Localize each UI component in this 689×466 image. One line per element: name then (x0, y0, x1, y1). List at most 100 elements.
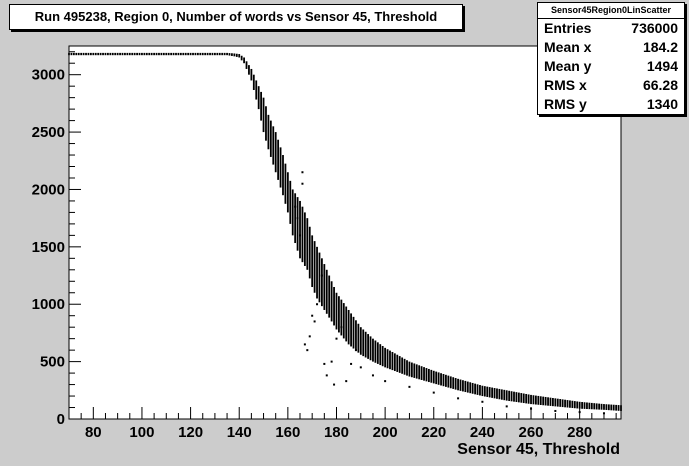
data-bar (603, 404, 605, 410)
data-bar (393, 353, 396, 372)
stats-value: 66.28 (642, 77, 678, 93)
data-bar (469, 382, 472, 394)
data-bar (182, 52, 185, 56)
data-bar (143, 52, 146, 56)
data-point (350, 362, 353, 365)
data-bar (189, 52, 192, 56)
data-bar (359, 327, 362, 355)
data-bar (598, 403, 601, 410)
data-bar (396, 354, 399, 372)
data-point (333, 383, 336, 386)
data-bar (128, 52, 131, 56)
data-bar (389, 350, 391, 370)
data-bar (228, 53, 231, 56)
data-bar (398, 356, 401, 373)
data-bar (318, 252, 321, 303)
data-point (384, 380, 387, 383)
data-bar (187, 52, 190, 56)
data-bar (262, 97, 265, 133)
data-bar (85, 52, 87, 56)
data-bar (299, 200, 301, 259)
data-point (323, 362, 326, 365)
data-bar (320, 258, 323, 307)
data-bar (240, 55, 243, 61)
y-tick-label: 500 (40, 354, 65, 371)
data-point (325, 374, 328, 377)
x-tick-label: 160 (275, 424, 300, 441)
stats-row-rms-x: RMS x 66.28 (538, 76, 684, 95)
data-bar (569, 400, 571, 408)
data-point (554, 409, 557, 412)
data-bar (296, 197, 299, 251)
data-bar (447, 375, 450, 388)
data-bar (214, 52, 216, 56)
data-bar (612, 404, 615, 411)
data-bar (452, 377, 455, 389)
data-point (330, 360, 333, 363)
y-tick-label: 1500 (32, 239, 65, 256)
data-bar (423, 367, 425, 381)
data-bar (260, 91, 263, 121)
data-bar (333, 287, 335, 326)
data-bar (462, 380, 464, 392)
data-bar (330, 281, 333, 322)
stats-row-entries: Entries 736000 (538, 19, 684, 38)
data-bar (345, 306, 348, 342)
data-bar (267, 114, 270, 150)
data-bar (114, 52, 117, 56)
data-bar (559, 399, 562, 407)
data-bar (141, 52, 143, 56)
data-point (340, 326, 343, 329)
data-bar (92, 52, 95, 56)
data-bar (549, 397, 552, 406)
data-bar (328, 275, 331, 318)
stats-row-mean-x: Mean x 184.2 (538, 38, 684, 57)
stats-value: 184.2 (642, 39, 678, 55)
stats-value: 736000 (631, 20, 678, 36)
data-bar (454, 378, 457, 390)
data-bar (175, 52, 177, 56)
data-bar (252, 74, 255, 90)
data-point (335, 337, 338, 340)
data-point (301, 182, 304, 185)
data-point (481, 400, 484, 403)
data-point (354, 349, 357, 352)
chart-title: Run 495238, Region 0, Number of words vs… (9, 4, 463, 30)
data-bar (133, 52, 136, 56)
data-bar (238, 54, 241, 58)
data-bar (311, 235, 314, 288)
x-axis-label: Sensor 45, Threshold (457, 441, 620, 458)
stats-label: RMS y (544, 96, 587, 112)
data-bar (223, 52, 226, 56)
data-bar (145, 52, 148, 56)
data-bar (172, 52, 175, 56)
data-bar (231, 53, 233, 56)
data-bar (94, 52, 97, 56)
data-bar (131, 52, 134, 56)
data-bar (415, 364, 418, 379)
data-bar (323, 264, 326, 310)
data-bar (586, 402, 588, 410)
data-bar (593, 403, 596, 410)
stats-value: 1340 (646, 96, 678, 112)
data-bar (600, 403, 603, 410)
data-bar (162, 52, 165, 56)
data-bar (610, 404, 613, 411)
data-bar (160, 52, 163, 56)
data-bar (408, 361, 411, 377)
data-bar (552, 397, 554, 407)
y-tick-label: 2000 (32, 181, 65, 198)
data-bar (554, 398, 557, 407)
data-bar (432, 370, 435, 384)
data-bar (153, 52, 156, 56)
data-bar (158, 52, 160, 56)
data-bar (576, 401, 579, 409)
stats-row-mean-y: Mean y 1494 (538, 57, 684, 76)
data-bar (522, 393, 525, 404)
data-point (301, 171, 304, 174)
data-bar (111, 52, 114, 56)
data-bar (218, 52, 221, 56)
data-point (408, 385, 411, 388)
data-bar (243, 57, 245, 64)
